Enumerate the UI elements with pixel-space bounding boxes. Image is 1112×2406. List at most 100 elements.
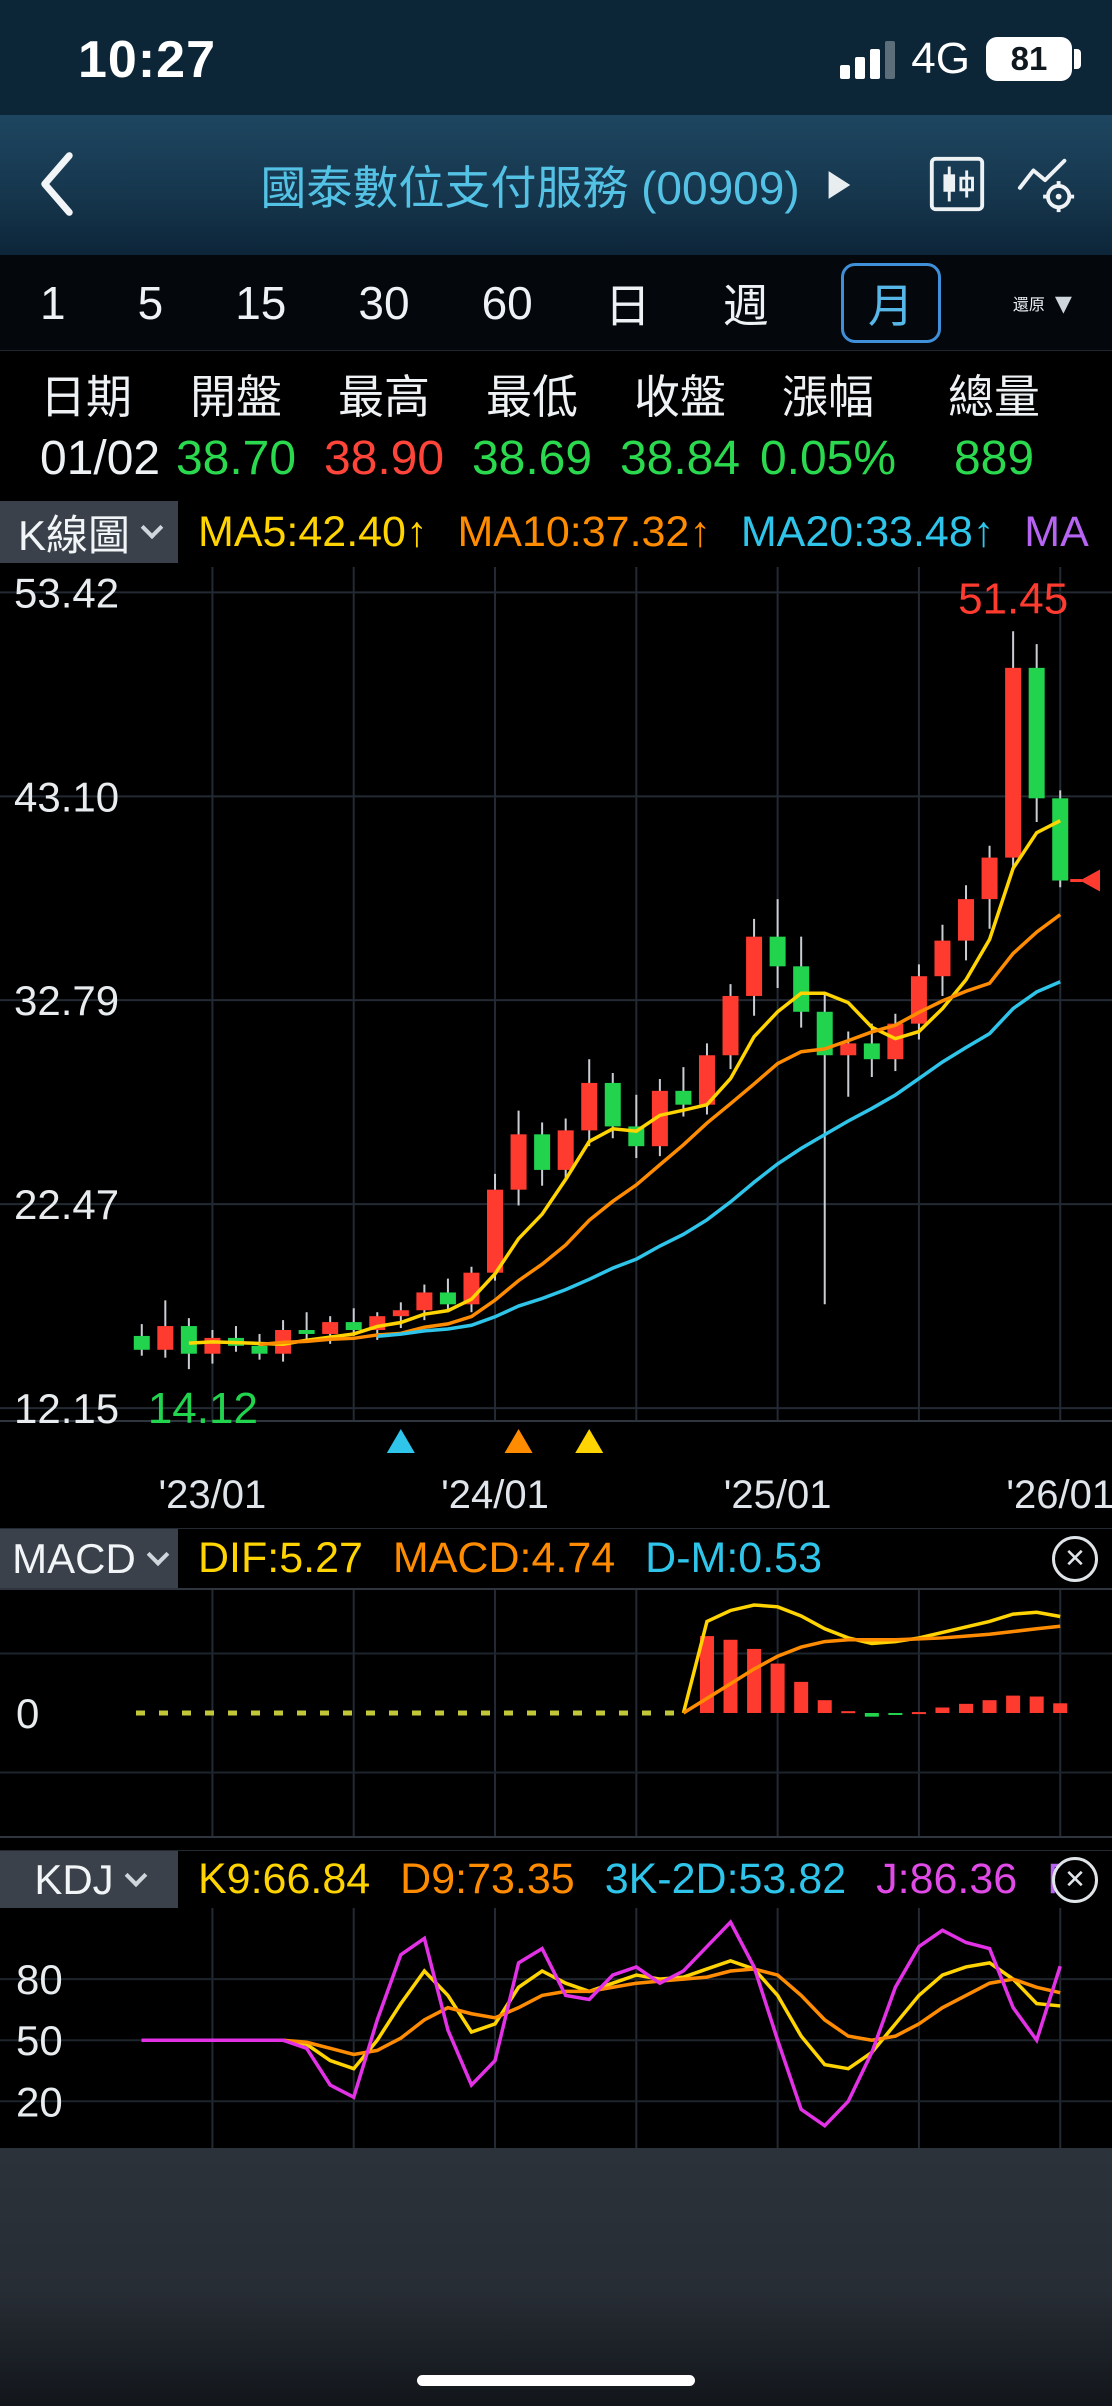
macd-dropdown-label: MACD xyxy=(12,1534,136,1582)
quote-change: 0.05% xyxy=(759,431,897,485)
signal-marker xyxy=(575,1429,604,1453)
ma20-line xyxy=(377,980,1061,1339)
macd-histogram-bar xyxy=(888,1713,903,1715)
candle-body xyxy=(157,1326,174,1350)
candle-body xyxy=(557,1130,574,1170)
kdj-axis-label: 20 xyxy=(16,2078,63,2125)
macd-dropdown[interactable]: MACD xyxy=(0,1529,178,1588)
stock-title: 國泰數位支付服務 (00909) xyxy=(260,162,800,214)
macd-histogram-bar xyxy=(959,1703,974,1713)
candle-body xyxy=(416,1292,433,1311)
close-macd-icon[interactable] xyxy=(1052,1535,1098,1582)
battery-level: 81 xyxy=(1010,40,1048,77)
caret-down-icon: ▾ xyxy=(1054,283,1072,322)
dif-line xyxy=(681,1603,1061,1714)
macd-indicator-row: DIF:5.27 MACD:4.74 D-M:0.53 xyxy=(198,1534,1112,1583)
close-kdj-icon[interactable] xyxy=(1052,1856,1098,1903)
x-axis-label: '25/01 xyxy=(724,1473,832,1517)
clock: 10:27 xyxy=(78,31,216,89)
quote-header-date: 日期 xyxy=(40,371,132,423)
home-indicator[interactable] xyxy=(417,2375,695,2386)
period-60[interactable]: 60 xyxy=(481,276,533,329)
macd-line xyxy=(682,1624,1061,1715)
ma60-value-truncated: MA xyxy=(1024,507,1089,556)
macd-histogram-bar xyxy=(699,1636,714,1713)
kline-type-dropdown[interactable]: K線圖 xyxy=(0,501,178,563)
period-5[interactable]: 5 xyxy=(137,276,164,329)
macd-zero-label: 0 xyxy=(16,1690,39,1737)
candle-body xyxy=(651,1090,668,1147)
quote-table: 日期 開盤 最高 最低 收盤 漲幅 總量 01/02 38.70 38.90 3… xyxy=(0,351,1112,501)
quote-close: 38.84 xyxy=(619,431,741,485)
chart-settings-icon[interactable] xyxy=(1016,153,1078,215)
macd-histogram-bar xyxy=(747,1648,762,1713)
k3d2-value: 3K-2D:53.82 xyxy=(604,1855,847,1903)
macd-histogram-bar xyxy=(770,1663,785,1713)
status-bar: 10:27 4G 81 xyxy=(0,0,1112,115)
period-day[interactable]: 日 xyxy=(604,279,651,332)
y-axis-label: 12.15 xyxy=(14,1385,119,1432)
last-price-marker xyxy=(1080,869,1100,892)
kdj-dropdown[interactable]: KDJ xyxy=(0,1851,178,1908)
period-week[interactable]: 週 xyxy=(722,279,769,332)
candle-body xyxy=(298,1330,315,1334)
quote-volume: 889 xyxy=(953,431,1035,485)
macd-histogram-bar xyxy=(1006,1695,1021,1713)
period-1[interactable]: 1 xyxy=(40,276,66,329)
macd-chart-svg: 0 xyxy=(0,1588,1112,1838)
candle-body xyxy=(675,1090,692,1105)
chart-layout-icon[interactable] xyxy=(926,153,988,215)
high-price-label: 51.45 xyxy=(958,574,1068,623)
quote-header-open: 開盤 xyxy=(190,371,282,423)
signal-marker xyxy=(386,1429,415,1453)
candle-body xyxy=(133,1335,150,1350)
chevron-down-icon xyxy=(124,1863,147,1887)
adjust-label: 還原 xyxy=(1012,296,1045,314)
bottom-panel xyxy=(0,2148,1112,2406)
candle-body xyxy=(1005,667,1022,858)
quote-header-volume: 總量 xyxy=(948,371,1040,423)
period-30[interactable]: 30 xyxy=(358,276,410,329)
x-axis-label: '26/01 xyxy=(1006,1473,1112,1517)
quote-low: 38.69 xyxy=(471,431,593,485)
candle-body xyxy=(581,1082,598,1131)
ma5-line xyxy=(188,819,1062,1346)
next-stock-button[interactable] xyxy=(826,168,852,202)
quote-value-row: 01/02 38.70 38.90 38.69 38.84 0.05% 889 xyxy=(0,425,1112,491)
candle-body xyxy=(345,1322,362,1331)
candle-body xyxy=(863,1043,880,1060)
macd-histogram-bar xyxy=(864,1713,879,1717)
candle-body xyxy=(816,1011,833,1056)
low-price-label: 14.12 xyxy=(148,1384,258,1433)
j-value: J:86.36 xyxy=(876,1855,1018,1903)
macd-histogram-bar xyxy=(911,1712,926,1715)
candle-body xyxy=(934,940,951,977)
quote-header-close: 收盤 xyxy=(634,371,726,423)
macd-histogram-bar xyxy=(982,1700,997,1713)
period-15[interactable]: 15 xyxy=(235,276,287,329)
nav-bar: 國泰數位支付服務 (00909) xyxy=(0,115,1112,255)
candle-body xyxy=(322,1322,339,1334)
candle-body xyxy=(392,1310,409,1317)
candle-body xyxy=(981,857,998,900)
macd-header: MACD DIF:5.27 MACD:4.74 D-M:0.53 xyxy=(0,1528,1112,1588)
kdj-axis-label: 80 xyxy=(16,1956,63,2003)
main-chart[interactable]: 53.42 43.10 32.79 22.47 12.15 '23/01 '24/01 '25… xyxy=(0,563,1112,1528)
ma10-value: MA10:37.32↑ xyxy=(457,507,711,556)
quote-open: 38.70 xyxy=(175,431,297,485)
macd-histogram-bar xyxy=(841,1711,856,1714)
candle-body xyxy=(722,995,739,1056)
kdj-axis-label: 50 xyxy=(16,2017,63,2064)
y-axis-label: 43.10 xyxy=(14,773,119,820)
macd-chart[interactable]: 0 xyxy=(0,1588,1112,1838)
quote-high: 38.90 xyxy=(323,431,445,485)
adjust-dropdown[interactable]: 還原 ▾ xyxy=(1013,283,1072,323)
y-axis-label: 53.42 xyxy=(14,569,119,616)
kdj-chart[interactable]: 80 50 20 xyxy=(0,1908,1112,2148)
back-button[interactable] xyxy=(34,149,80,219)
candle-body xyxy=(958,899,975,941)
period-month-selected[interactable]: 月 xyxy=(840,262,941,343)
battery-icon: 81 xyxy=(986,37,1081,81)
candle-body xyxy=(793,966,810,1012)
kdj-indicator-row: K9:66.84 D9:73.35 3K-2D:53.82 J:86.36 R xyxy=(198,1855,1112,1904)
